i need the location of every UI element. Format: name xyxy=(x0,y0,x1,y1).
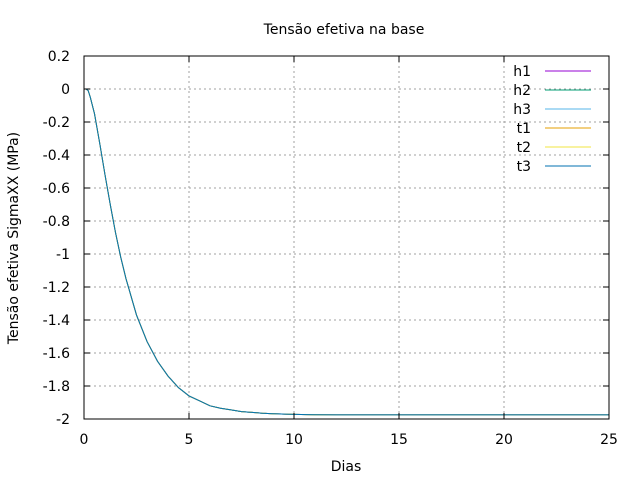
y-tick-label: -1.4 xyxy=(43,313,70,329)
series-line-t2 xyxy=(84,88,609,416)
y-tick-label: 0.2 xyxy=(48,49,70,65)
x-tick-label: 20 xyxy=(495,432,513,448)
axis-ticks xyxy=(83,55,610,420)
y-tick-label: -1.2 xyxy=(43,280,70,296)
y-tick-label: -1.8 xyxy=(43,379,70,395)
y-tick-label: -0.4 xyxy=(43,148,70,164)
grid xyxy=(84,56,609,419)
x-tick-labels: 0 5 10 15 20 25 xyxy=(80,432,618,448)
plot-lines xyxy=(84,88,609,416)
legend-label-h1: h1 xyxy=(513,64,531,80)
y-tick-label: 0 xyxy=(61,82,70,98)
series-line-t3 xyxy=(84,88,609,416)
x-tick-label: 10 xyxy=(285,432,303,448)
series-line-t1 xyxy=(84,88,609,416)
legend-label-t1: t1 xyxy=(517,121,531,137)
legend-label-t3: t3 xyxy=(517,159,531,175)
y-tick-label: -0.2 xyxy=(43,115,70,131)
legend-label-h3: h3 xyxy=(513,102,531,118)
legend-label-h2: h2 xyxy=(513,83,531,99)
y-tick-label: -0.8 xyxy=(43,214,70,230)
chart-title: Tensão efetiva na base xyxy=(263,22,425,38)
plot-frame xyxy=(83,55,610,420)
y-tick-label: -1.6 xyxy=(43,346,70,362)
legend-label-t2: t2 xyxy=(517,140,531,156)
series-line-h1 xyxy=(84,88,609,416)
x-axis-label: Dias xyxy=(331,459,362,475)
legend: h1 h2 h3 t1 t2 t3 xyxy=(513,64,591,175)
y-tick-labels: -2 -1.8 -1.6 -1.4 -1.2 -1 -0.8 -0.6 -0.4 -0.2 0 0.2 xyxy=(43,49,70,428)
y-tick-label: -1 xyxy=(56,247,70,263)
x-tick-label: 15 xyxy=(390,432,408,448)
x-tick-label: 5 xyxy=(185,432,194,448)
y-tick-label: -0.6 xyxy=(43,181,70,197)
x-tick-label: 25 xyxy=(600,432,618,448)
y-axis-label: Tensão efetiva SigmaXX (MPa) xyxy=(6,132,22,345)
series-line-h2 xyxy=(84,88,609,416)
y-tick-label: -2 xyxy=(56,412,70,428)
x-tick-label: 0 xyxy=(80,432,89,448)
series-line-h3 xyxy=(84,88,609,416)
